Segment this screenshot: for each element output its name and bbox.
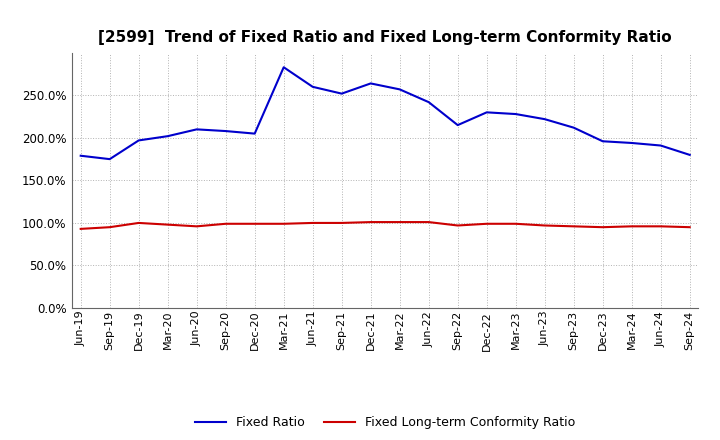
Fixed Long-term Conformity Ratio (163, 222, 172, 227)
Fixed Long-term Conformity Ratio (76, 226, 85, 231)
Fixed Long-term Conformity Ratio (395, 220, 404, 225)
Fixed Long-term Conformity Ratio (424, 220, 433, 225)
Fixed Long-term Conformity Ratio (366, 220, 375, 225)
Fixed Ratio (482, 110, 491, 115)
Fixed Ratio (135, 138, 143, 143)
Fixed Long-term Conformity Ratio (338, 220, 346, 226)
Fixed Long-term Conformity Ratio (685, 224, 694, 230)
Fixed Long-term Conformity Ratio (598, 224, 607, 230)
Fixed Ratio (511, 111, 520, 117)
Legend: Fixed Ratio, Fixed Long-term Conformity Ratio: Fixed Ratio, Fixed Long-term Conformity … (190, 411, 580, 434)
Fixed Ratio (424, 99, 433, 105)
Fixed Ratio (221, 128, 230, 134)
Fixed Ratio (454, 122, 462, 128)
Fixed Long-term Conformity Ratio (511, 221, 520, 227)
Fixed Long-term Conformity Ratio (482, 221, 491, 227)
Fixed Ratio (251, 131, 259, 136)
Fixed Long-term Conformity Ratio (135, 220, 143, 226)
Fixed Ratio (570, 125, 578, 130)
Fixed Long-term Conformity Ratio (627, 224, 636, 229)
Fixed Ratio (279, 65, 288, 70)
Fixed Long-term Conformity Ratio (221, 221, 230, 227)
Fixed Ratio (192, 127, 201, 132)
Fixed Ratio (338, 91, 346, 96)
Fixed Long-term Conformity Ratio (570, 224, 578, 229)
Fixed Ratio (598, 139, 607, 144)
Title: [2599]  Trend of Fixed Ratio and Fixed Long-term Conformity Ratio: [2599] Trend of Fixed Ratio and Fixed Lo… (99, 29, 672, 45)
Fixed Long-term Conformity Ratio (657, 224, 665, 229)
Fixed Ratio (308, 84, 317, 89)
Fixed Long-term Conformity Ratio (454, 223, 462, 228)
Fixed Ratio (541, 117, 549, 122)
Fixed Long-term Conformity Ratio (192, 224, 201, 229)
Fixed Long-term Conformity Ratio (308, 220, 317, 226)
Fixed Ratio (163, 133, 172, 139)
Fixed Ratio (685, 152, 694, 158)
Fixed Ratio (395, 87, 404, 92)
Fixed Long-term Conformity Ratio (105, 224, 114, 230)
Fixed Ratio (657, 143, 665, 148)
Fixed Long-term Conformity Ratio (279, 221, 288, 227)
Fixed Long-term Conformity Ratio (541, 223, 549, 228)
Line: Fixed Long-term Conformity Ratio: Fixed Long-term Conformity Ratio (81, 222, 690, 229)
Fixed Ratio (76, 153, 85, 158)
Fixed Ratio (627, 140, 636, 146)
Fixed Ratio (105, 157, 114, 162)
Line: Fixed Ratio: Fixed Ratio (81, 67, 690, 159)
Fixed Long-term Conformity Ratio (251, 221, 259, 227)
Fixed Ratio (366, 81, 375, 86)
